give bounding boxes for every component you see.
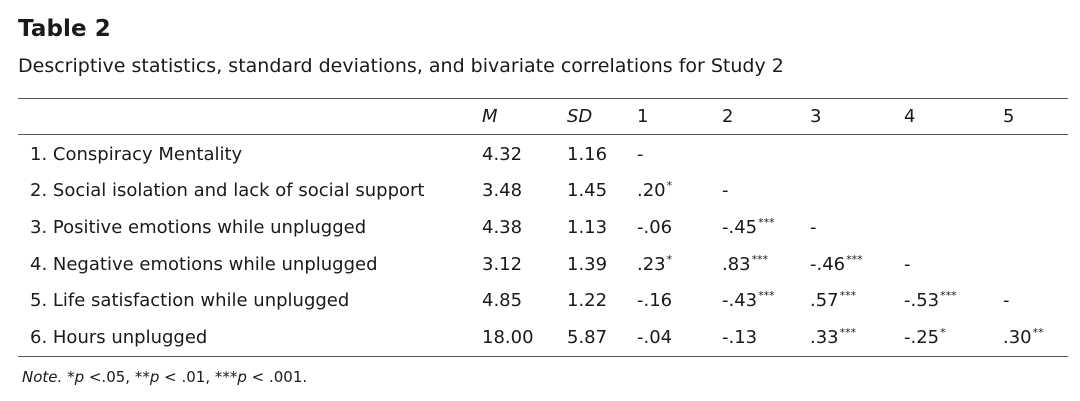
significance-marker: * bbox=[666, 179, 673, 192]
corr-cell: .20* bbox=[637, 179, 673, 201]
row-mean: 4.32 bbox=[482, 144, 523, 165]
corr-cell: .83*** bbox=[722, 253, 769, 275]
corr-cell: - bbox=[904, 254, 911, 275]
corr-cell bbox=[810, 137, 811, 175]
significance-marker: *** bbox=[940, 289, 957, 302]
row-mean: 18.00 bbox=[482, 327, 534, 348]
header-col-4: 4 bbox=[904, 106, 916, 127]
corr-cell bbox=[1003, 173, 1004, 211]
corr-cell: -.45*** bbox=[722, 216, 775, 238]
header-col-1: 1 bbox=[637, 106, 649, 127]
table-row: 5. Life satisfaction while unplugged 4.8… bbox=[18, 283, 1068, 319]
corr-cell bbox=[904, 137, 905, 175]
corr-cell: - bbox=[722, 180, 729, 201]
header-col-5: 5 bbox=[1003, 106, 1015, 127]
row-label: 1. Conspiracy Mentality bbox=[30, 144, 243, 165]
corr-cell: - bbox=[637, 144, 644, 165]
row-sd: 1.22 bbox=[567, 290, 608, 311]
corr-cell: - bbox=[1003, 290, 1010, 311]
corr-cell: -.06 bbox=[637, 217, 673, 238]
table-row: 2. Social isolation and lack of social s… bbox=[18, 173, 1068, 209]
row-mean: 3.48 bbox=[482, 180, 523, 201]
bottom-rule bbox=[18, 356, 1068, 357]
significance-marker: ** bbox=[1032, 326, 1044, 339]
corr-cell bbox=[904, 173, 905, 211]
row-sd: 5.87 bbox=[567, 327, 608, 348]
corr-cell bbox=[810, 173, 811, 211]
table-caption: Descriptive statistics, standard deviati… bbox=[18, 55, 784, 77]
header-sd: SD bbox=[567, 106, 593, 127]
table-row: 4. Negative emotions while unplugged 3.1… bbox=[18, 247, 1068, 283]
corr-cell: -.53*** bbox=[904, 289, 957, 311]
corr-cell: -.16 bbox=[637, 290, 673, 311]
corr-cell: .57*** bbox=[810, 289, 857, 311]
corr-cell: -.46*** bbox=[810, 253, 863, 275]
corr-cell bbox=[1003, 210, 1004, 248]
significance-marker: *** bbox=[839, 289, 857, 302]
row-sd: 1.39 bbox=[567, 254, 608, 275]
table-row: 6. Hours unplugged 18.00 5.87 -.04 -.13 … bbox=[18, 320, 1068, 356]
row-mean: 4.38 bbox=[482, 217, 523, 238]
significance-marker: * bbox=[940, 326, 946, 339]
significance-marker: *** bbox=[751, 253, 769, 266]
corr-cell: -.25* bbox=[904, 326, 946, 348]
row-label: 6. Hours unplugged bbox=[30, 327, 208, 348]
corr-cell bbox=[1003, 137, 1004, 175]
table-row: 3. Positive emotions while unplugged 4.3… bbox=[18, 210, 1068, 246]
corr-cell: .23* bbox=[637, 253, 673, 275]
significance-marker: *** bbox=[758, 216, 775, 229]
table-row: 1. Conspiracy Mentality 4.32 1.16 - bbox=[18, 137, 1068, 173]
row-mean: 4.85 bbox=[482, 290, 523, 311]
top-rule bbox=[18, 98, 1068, 99]
row-label: 3. Positive emotions while unplugged bbox=[30, 217, 367, 238]
header-rule bbox=[18, 134, 1068, 135]
corr-cell: -.04 bbox=[637, 327, 673, 348]
corr-cell: -.13 bbox=[722, 327, 758, 348]
header-mean: M bbox=[482, 106, 498, 127]
significance-marker: *** bbox=[846, 253, 863, 266]
significance-marker: *** bbox=[758, 289, 775, 302]
row-label: 2. Social isolation and lack of social s… bbox=[30, 180, 425, 201]
row-sd: 1.16 bbox=[567, 144, 608, 165]
header-col-3: 3 bbox=[810, 106, 822, 127]
corr-cell bbox=[904, 210, 905, 248]
row-label: 4. Negative emotions while unplugged bbox=[30, 254, 378, 275]
corr-cell: - bbox=[810, 217, 817, 238]
significance-marker: * bbox=[666, 253, 673, 266]
row-sd: 1.45 bbox=[567, 180, 608, 201]
header-row: M SD 1 2 3 4 5 bbox=[18, 99, 1068, 135]
corr-cell: .30** bbox=[1003, 326, 1044, 348]
significance-marker: *** bbox=[839, 326, 857, 339]
note-lead: Note. bbox=[22, 368, 63, 386]
header-col-2: 2 bbox=[722, 106, 734, 127]
corr-cell: .33*** bbox=[810, 326, 857, 348]
corr-cell bbox=[722, 137, 723, 175]
row-mean: 3.12 bbox=[482, 254, 523, 275]
row-sd: 1.13 bbox=[567, 217, 608, 238]
table-note: Note. *p <.05, **p < .01, ***p < .001. bbox=[22, 368, 308, 386]
row-label: 5. Life satisfaction while unplugged bbox=[30, 290, 350, 311]
corr-cell bbox=[1003, 247, 1004, 285]
corr-cell: -.43*** bbox=[722, 289, 775, 311]
table-label: Table 2 bbox=[18, 16, 111, 42]
